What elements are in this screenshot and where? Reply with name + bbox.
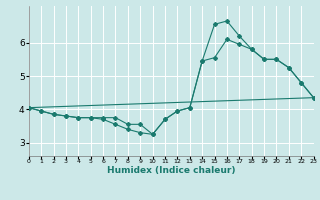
- X-axis label: Humidex (Indice chaleur): Humidex (Indice chaleur): [107, 166, 236, 175]
